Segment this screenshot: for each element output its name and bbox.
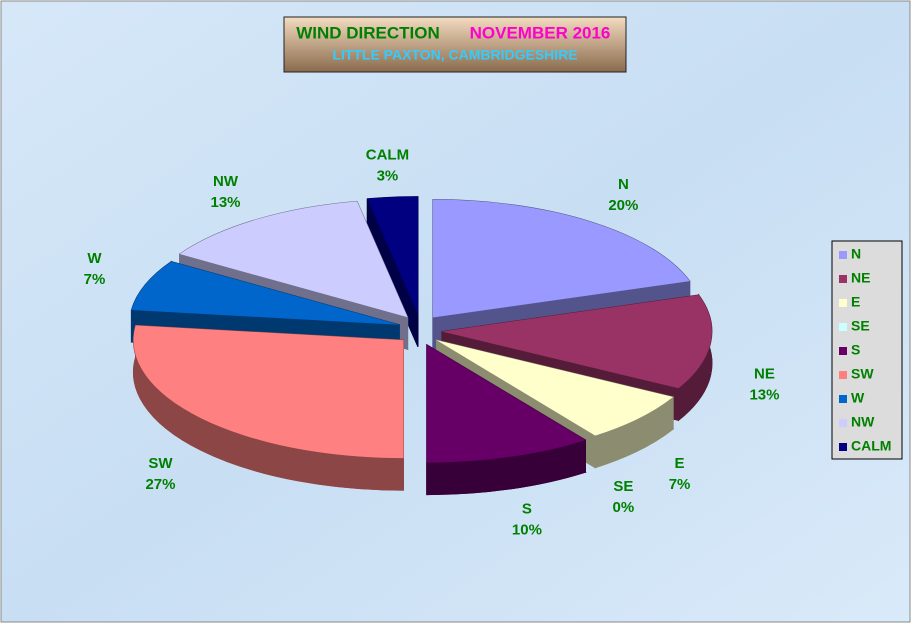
chart-subtitle: LITTLE PAXTON, CAMBRIDGESHIRE <box>332 47 577 63</box>
legend-swatch <box>839 251 847 259</box>
legend-label: S <box>851 342 860 358</box>
slice <box>441 294 712 389</box>
slice-value-label: 10% <box>512 521 542 538</box>
slice-category-label: SW <box>148 455 173 472</box>
legend-label: SE <box>851 318 870 334</box>
legend-label: SW <box>851 366 874 382</box>
slice-value-label: 27% <box>145 476 175 493</box>
slice-category-label: E <box>675 455 685 472</box>
slice-value-label: 20% <box>608 197 638 214</box>
legend-label: E <box>851 294 860 310</box>
slice-value-label: 7% <box>84 271 106 288</box>
chart-title: WIND DIRECTION <box>296 23 440 42</box>
slice <box>436 340 674 436</box>
slice <box>179 201 408 318</box>
legend-swatch <box>839 371 847 379</box>
legend-swatch <box>839 347 847 355</box>
legend-label: W <box>851 390 865 406</box>
slice-category-label: SE <box>613 478 633 495</box>
slice-value-label: 13% <box>749 387 779 404</box>
title-box <box>283 16 627 73</box>
slice-value-label: 3% <box>377 168 399 185</box>
chart-title-period: NOVEMBER 2016 <box>470 23 611 42</box>
legend-swatch <box>839 275 847 283</box>
slice-category-label: S <box>522 500 532 517</box>
slice <box>432 199 690 318</box>
slice-category-label: NE <box>754 366 775 383</box>
slice <box>133 325 404 459</box>
legend-swatch <box>839 299 847 307</box>
legend-swatch <box>839 443 847 451</box>
slice <box>133 324 404 491</box>
slice-category-label: W <box>87 250 102 267</box>
legend-swatch <box>839 419 847 427</box>
legend-label: NE <box>851 270 870 286</box>
legend-label: N <box>851 246 861 262</box>
slice <box>426 344 586 463</box>
slice-value-label: 0% <box>613 499 635 516</box>
slice <box>426 343 587 496</box>
legend-swatch <box>839 395 847 403</box>
slice-category-label: NW <box>213 173 239 190</box>
slice <box>432 342 592 438</box>
slice <box>131 261 400 325</box>
slice-category-label: CALM <box>366 147 409 164</box>
slice-category-label: N <box>618 176 629 193</box>
slice <box>367 196 418 315</box>
slice-value-label: 7% <box>669 476 691 493</box>
legend-label: NW <box>851 414 875 430</box>
slice-value-label: 13% <box>211 194 241 211</box>
legend-label: CALM <box>851 438 891 454</box>
legend-swatch <box>839 323 847 331</box>
slice <box>432 342 592 438</box>
